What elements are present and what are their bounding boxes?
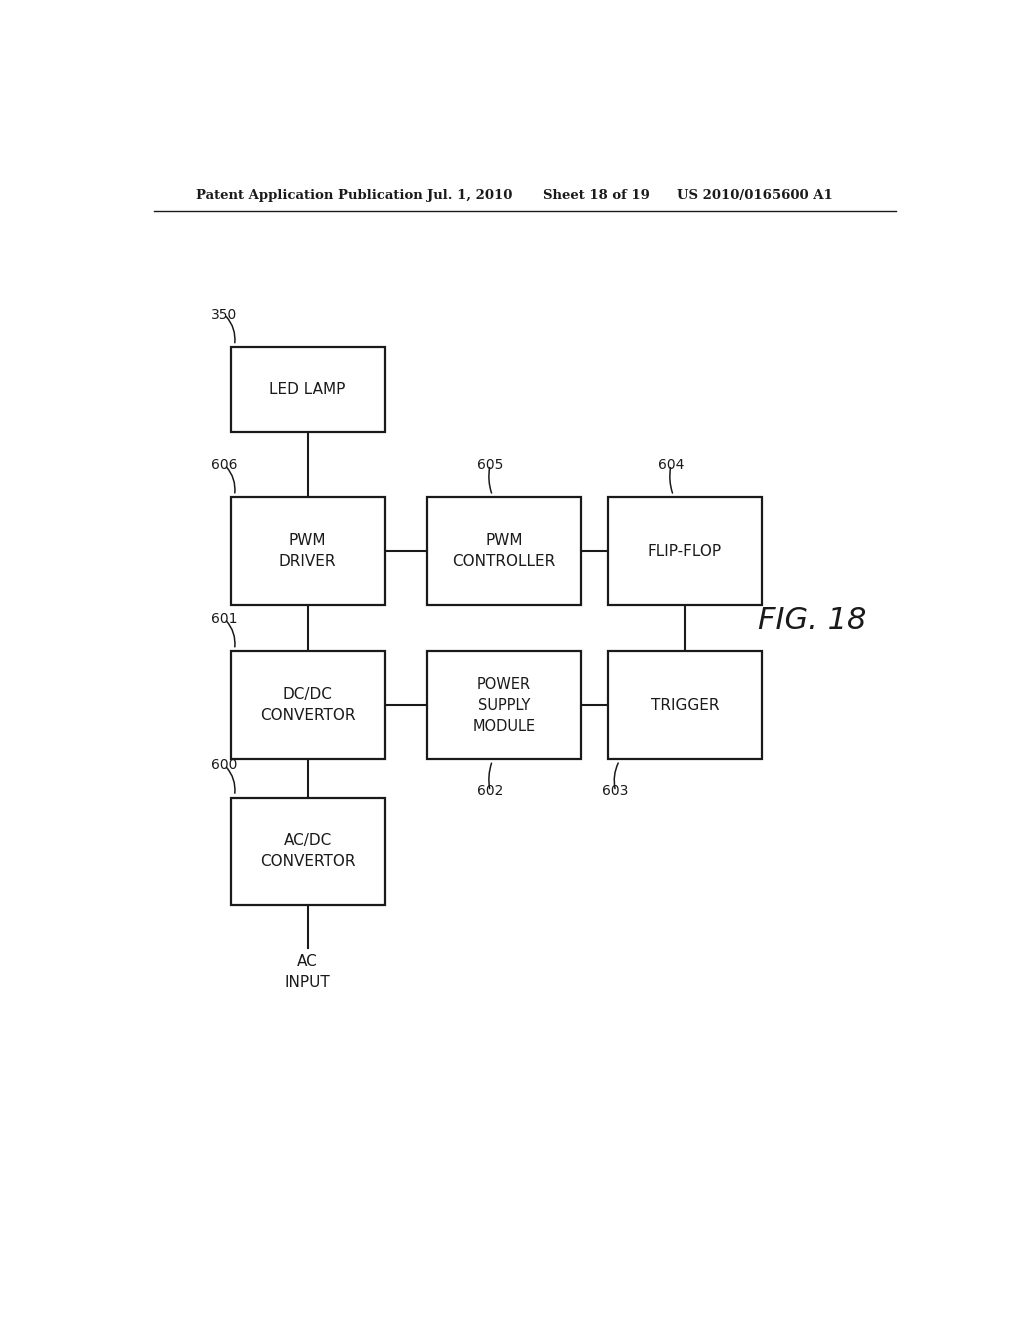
Text: US 2010/0165600 A1: US 2010/0165600 A1 [677, 189, 833, 202]
Text: AC/DC
CONVERTOR: AC/DC CONVERTOR [260, 833, 355, 870]
Bar [230, 347, 385, 432]
Text: PWM
DRIVER: PWM DRIVER [279, 533, 337, 569]
Text: PWM
CONTROLLER: PWM CONTROLLER [453, 533, 556, 569]
Text: 602: 602 [477, 784, 504, 799]
Bar [230, 498, 385, 605]
Bar [230, 797, 385, 906]
Text: LED LAMP: LED LAMP [269, 381, 346, 397]
Text: DC/DC
CONVERTOR: DC/DC CONVERTOR [260, 688, 355, 723]
Text: AC
INPUT: AC INPUT [285, 954, 331, 990]
Text: 601: 601 [211, 612, 238, 626]
Text: FIG. 18: FIG. 18 [758, 606, 866, 635]
Text: TRIGGER: TRIGGER [650, 697, 719, 713]
Bar [230, 651, 385, 759]
Bar [608, 498, 762, 605]
Text: Jul. 1, 2010: Jul. 1, 2010 [427, 189, 512, 202]
Bar [427, 651, 581, 759]
Text: 350: 350 [211, 308, 238, 322]
Text: 600: 600 [211, 758, 238, 772]
Bar [608, 651, 762, 759]
Text: 603: 603 [602, 784, 629, 799]
Text: FLIP-FLOP: FLIP-FLOP [648, 544, 722, 558]
Bar [427, 498, 581, 605]
Text: 605: 605 [477, 458, 504, 471]
Text: 606: 606 [211, 458, 238, 471]
Text: 604: 604 [657, 458, 684, 471]
Text: Sheet 18 of 19: Sheet 18 of 19 [543, 189, 649, 202]
Text: POWER
SUPPLY
MODULE: POWER SUPPLY MODULE [472, 677, 536, 734]
Text: Patent Application Publication: Patent Application Publication [196, 189, 423, 202]
